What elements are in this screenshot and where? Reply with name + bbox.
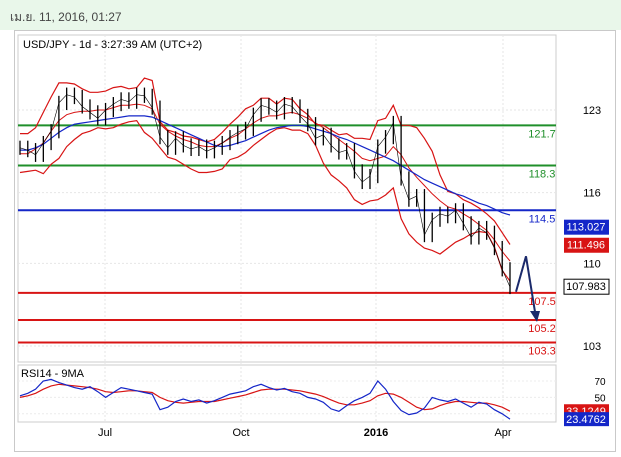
level-label: 118.3: [529, 168, 556, 180]
rsi-panel: 70503033.124923.4762: [18, 377, 609, 427]
y-tick-label: 116: [583, 188, 601, 200]
y-tick-label: 103: [583, 341, 601, 353]
price-tag: [564, 237, 609, 253]
grid-lines: [18, 35, 556, 422]
level-label: 103.3: [528, 345, 556, 357]
y-tick-label: 110: [583, 258, 601, 270]
date-text: เม.ย. 11, 2016, 01:27: [10, 10, 122, 24]
price-tag-label: 113.027: [567, 222, 606, 234]
chart-frame: [14, 30, 616, 452]
rsi-tag-label: 23.4762: [566, 414, 606, 426]
main-plot-border: [17, 34, 557, 363]
price-tag-label: 107.983: [566, 281, 606, 293]
y-tick-label: 123: [583, 105, 601, 117]
rsi-label: RSI14 - 9MA: [21, 368, 85, 380]
top-bar: เม.ย. 11, 2016, 01:27: [0, 0, 621, 30]
x-tick-label: Jul: [98, 427, 112, 439]
rsi-tick-label: 70: [594, 377, 606, 388]
price-tag: [563, 278, 610, 295]
rsi-line: [19, 378, 511, 420]
level-label: 105.2: [528, 323, 556, 335]
series-lines: [19, 77, 540, 323]
level-lines: 121.7 118.3 114.5 107.5 105.2 103.3: [18, 124, 556, 357]
price-tag-label: 111.496: [567, 240, 605, 252]
x-tick-label: 2016: [364, 427, 388, 439]
chart-title: USD/JPY - 1d - 3:27:39 AM (UTC+2): [23, 39, 202, 51]
level-label: 114.5: [529, 213, 556, 225]
rsi-ma-line: [19, 383, 511, 412]
sma-line: [20, 115, 511, 216]
bollinger-upper-line: [20, 77, 511, 245]
projection-arrowhead: [530, 311, 540, 323]
price-line: [19, 94, 511, 288]
bollinger-lower-line: [19, 119, 511, 282]
projection-arrow: [515, 256, 537, 319]
price-tag: [564, 219, 609, 235]
x-tick-label: Oct: [232, 427, 249, 439]
level-label: 121.7: [528, 128, 556, 140]
rsi-tag: [564, 412, 609, 427]
rsi-plot-border: [17, 364, 557, 423]
level-label: 107.5: [528, 296, 556, 308]
rsi-tick-label: 50: [594, 393, 606, 404]
axis-labels: 123 116 110 103 Jul Oct 2016 Apr 113.027 111.496 1…: [98, 105, 610, 439]
x-tick-label: Apr: [494, 427, 511, 439]
bollinger-mid-line: [20, 103, 511, 262]
